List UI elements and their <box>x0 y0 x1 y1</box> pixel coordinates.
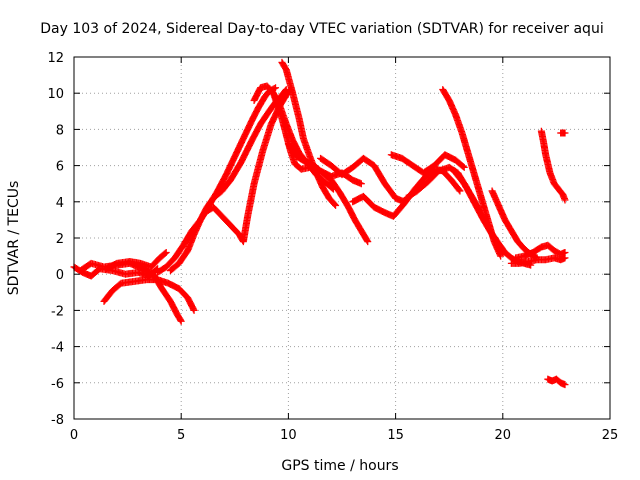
y-tick-label: -8 <box>51 413 64 428</box>
data-point <box>190 306 198 314</box>
data-point <box>456 187 464 195</box>
data-point-fill <box>331 200 339 208</box>
series-arc-23 <box>544 375 569 389</box>
y-tick-label: 6 <box>56 160 64 175</box>
x-tick-label: 0 <box>70 428 78 443</box>
grid-lines <box>74 57 610 419</box>
data-point-fill <box>455 186 463 194</box>
chart-title: Day 103 of 2024, Sidereal Day-to-day VTE… <box>40 21 603 37</box>
series-arc-20 <box>507 254 569 267</box>
data-point <box>561 196 569 204</box>
series-arc-10 <box>269 89 365 188</box>
data-point <box>527 261 535 269</box>
data-point <box>332 201 340 209</box>
series-arc-12 <box>317 154 408 206</box>
series-arc-14 <box>387 151 468 177</box>
series-arc-7 <box>194 86 295 246</box>
data-point <box>561 254 569 262</box>
y-tick-label: 2 <box>56 232 64 247</box>
y-axis-label: SDTVAR / TECUs <box>6 181 22 296</box>
data-point <box>561 129 569 137</box>
axis-ticks: 0 5 10 15 20 25 -8 -6 -4 -2 0 2 4 6 8 10 12 <box>47 51 618 443</box>
data-point <box>272 84 280 92</box>
x-tick-label: 20 <box>495 428 512 443</box>
data-point <box>460 163 468 171</box>
y-tick-label: 10 <box>47 87 64 102</box>
data-point <box>177 317 185 325</box>
x-axis-label: GPS time / hours <box>281 458 398 474</box>
x-tick-label: 25 <box>602 428 619 443</box>
x-tick-label: 10 <box>280 428 297 443</box>
data-point <box>357 180 365 188</box>
data-point <box>364 238 372 246</box>
y-tick-label: 0 <box>56 268 64 283</box>
series-arc-3 <box>100 276 198 314</box>
y-tick-label: 12 <box>47 51 64 66</box>
data-point-fill <box>161 249 169 257</box>
data-point-fill <box>459 163 467 171</box>
x-tick-label: 5 <box>177 428 185 443</box>
data-point <box>162 248 170 256</box>
series-arc-9 <box>278 58 340 209</box>
y-tick-label: -6 <box>51 377 64 392</box>
data-point-fill <box>363 236 371 244</box>
series-arc-21 <box>537 127 569 204</box>
y-tick-label: -2 <box>51 304 64 319</box>
series-arc-22 <box>557 129 569 137</box>
y-tick-label: 4 <box>56 196 64 211</box>
data-points <box>70 58 569 389</box>
data-point-fill <box>176 316 184 324</box>
data-point <box>561 381 569 389</box>
series-arc-5 <box>154 84 280 276</box>
series-arc-13 <box>349 165 464 220</box>
series-arc-11 <box>284 140 372 246</box>
x-tick-label: 15 <box>387 428 404 443</box>
y-tick-label: -4 <box>51 341 64 356</box>
series-arc-4 <box>102 248 170 273</box>
data-point <box>497 252 505 260</box>
y-tick-label: 8 <box>56 123 64 138</box>
